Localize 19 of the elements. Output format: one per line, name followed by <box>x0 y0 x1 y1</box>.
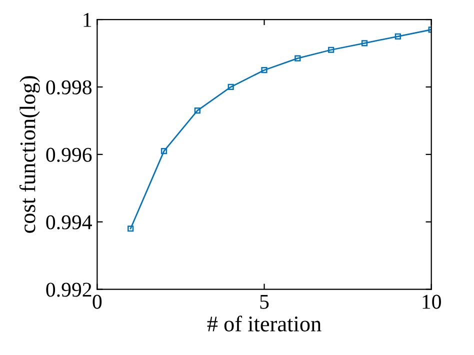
y-tick-label: 0.998 <box>46 80 92 94</box>
x-tick-label: 10 <box>422 294 441 309</box>
x-tick-label: 5 <box>260 295 269 309</box>
y-tick-label: 0.996 <box>46 148 92 162</box>
y-tick-label: 1 <box>84 13 92 27</box>
x-tick-label: 0 <box>92 294 102 309</box>
point <box>228 84 234 90</box>
point <box>294 55 301 62</box>
y-tick-label: 0.994 <box>46 215 92 230</box>
x-axis-title: # of iteration <box>207 316 322 332</box>
point <box>128 226 134 232</box>
y-tick-label: 0.992 <box>46 282 92 297</box>
point <box>361 40 368 46</box>
point <box>328 46 334 53</box>
point <box>160 148 168 154</box>
point <box>194 108 200 114</box>
y-axis-title: cost function(log) <box>19 76 40 233</box>
point <box>261 67 268 74</box>
point <box>394 33 401 40</box>
